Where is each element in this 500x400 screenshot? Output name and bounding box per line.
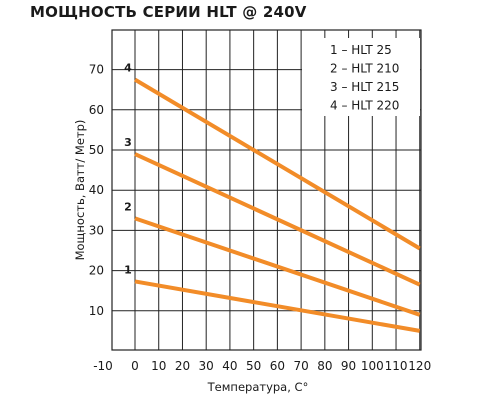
series-line-2 [134, 216, 421, 317]
x-tick-label: 10 [151, 359, 166, 373]
series-label-1: 1 [124, 263, 132, 276]
legend-box [302, 38, 420, 116]
x-tick-label: 20 [175, 359, 190, 373]
legend-entry: 2 – HLT 210 [330, 62, 399, 76]
x-tick-labels: -10 0 10 20 30 40 50 60 70 80 90 100 110 120 [93, 359, 431, 373]
legend: 1 – HLT 25 2 – HLT 210 3 – HLT 215 4 – HLT … [302, 38, 420, 116]
y-tick-label: 60 [89, 103, 104, 117]
legend-entry: 1 – HLT 25 [330, 43, 392, 57]
y-tick-label: 20 [89, 264, 104, 278]
x-tick-label: 90 [341, 359, 356, 373]
series-label-3: 3 [124, 136, 132, 149]
y-tick-labels: 10 20 30 40 50 60 70 [89, 63, 104, 318]
series-line-3 [134, 152, 421, 287]
y-tick-label: 50 [89, 143, 104, 157]
x-axis-label: Температура, С° [207, 380, 309, 394]
x-tick-label: 0 [131, 359, 139, 373]
y-tick-label: 10 [89, 304, 104, 318]
x-tick-label: 80 [317, 359, 332, 373]
series-lines [133, 77, 421, 333]
legend-entry: 3 – HLT 215 [330, 80, 399, 94]
x-tick-label: 60 [270, 359, 285, 373]
series-line-1 [134, 279, 421, 333]
x-tick-label: 50 [246, 359, 261, 373]
x-tick-label: 110 [385, 359, 408, 373]
x-tick-label: 120 [408, 359, 431, 373]
series-line-4 [133, 77, 421, 251]
y-axis-label: Мощность, Ватт/ Метр) [73, 120, 87, 261]
x-tick-label: -10 [93, 359, 113, 373]
x-tick-label: 100 [361, 359, 384, 373]
series-labels: 1 2 3 4 [124, 62, 132, 277]
y-tick-label: 30 [89, 223, 104, 237]
y-tick-label: 70 [89, 63, 104, 77]
x-tick-label: 70 [293, 359, 308, 373]
plot-border [111, 29, 422, 351]
series-label-4: 4 [124, 62, 132, 75]
x-tick-label: 40 [222, 359, 237, 373]
y-tick-label: 40 [89, 183, 104, 197]
series-label-2: 2 [124, 200, 132, 213]
x-tick-label: 30 [199, 359, 214, 373]
plot-frame [111, 29, 422, 351]
legend-entry: 4 – HLT 220 [330, 99, 399, 113]
chart-title: МОЩНОСТЬ СЕРИИ HLT @ 240V [30, 3, 307, 21]
